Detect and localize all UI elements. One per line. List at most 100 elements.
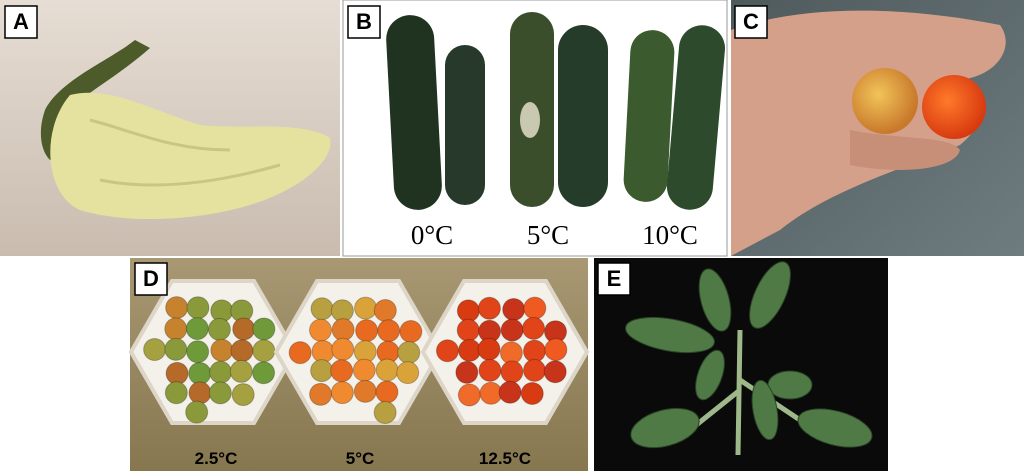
label-box: [347, 5, 381, 39]
leaf: [698, 268, 732, 332]
panel-b: B 0°C 5°C 10°C: [342, 0, 728, 257]
panel-label: D: [143, 266, 159, 291]
tomato: [520, 382, 544, 406]
tomato: [498, 380, 522, 404]
cucumber: [666, 25, 726, 210]
tomato: [232, 317, 256, 341]
caption: 5°C: [527, 220, 569, 250]
tomato: [188, 381, 212, 405]
tomato: [455, 360, 479, 384]
label-box: [4, 5, 38, 39]
tomato: [477, 296, 501, 320]
panel-label: B: [356, 9, 372, 34]
leaf: [749, 261, 791, 329]
tomato: [355, 319, 379, 343]
tomato: [330, 359, 354, 383]
cucumber: [386, 15, 442, 210]
tomato: [229, 359, 253, 383]
caption: 0°C: [411, 220, 453, 250]
tomato: [209, 360, 233, 384]
cucumber: [445, 45, 485, 205]
tomato: [310, 359, 334, 383]
tomato: [397, 341, 421, 365]
tomato: [502, 297, 526, 321]
tomato: [252, 339, 276, 363]
panel-d: [128, 258, 590, 471]
tomato: [456, 318, 480, 342]
label-box: [734, 5, 768, 39]
tomato: [288, 341, 312, 365]
tomato: [164, 381, 188, 405]
tomato: [375, 380, 399, 404]
leaf: [767, 370, 813, 400]
tomato: [852, 68, 918, 134]
tomato: [207, 317, 231, 341]
panel-a: A: [0, 0, 340, 256]
tomato: [399, 320, 423, 344]
tomato: [252, 361, 276, 385]
panel-label: E: [607, 266, 622, 291]
tomato: [208, 381, 232, 405]
pepper-wrinkles: [89, 118, 281, 187]
leaf: [797, 408, 873, 448]
tomato: [456, 299, 480, 323]
panel-e: E: [594, 258, 888, 471]
tomato: [331, 318, 355, 342]
tomato: [375, 358, 399, 382]
tomato: [230, 339, 254, 363]
tomato: [330, 381, 354, 405]
tomato: [922, 75, 986, 139]
lesion: [520, 102, 540, 138]
tomato: [353, 379, 377, 403]
tomato: [352, 358, 376, 382]
tomato: [500, 318, 524, 342]
pepper: [50, 92, 331, 220]
panel-c: C: [731, 0, 1024, 256]
tomato: [185, 400, 209, 424]
label-box: [597, 262, 631, 296]
leaf: [695, 349, 725, 401]
tomato: [143, 338, 167, 362]
tomato: [543, 360, 567, 384]
tomato: [373, 299, 397, 323]
tomato: [231, 383, 255, 407]
leaf: [630, 407, 700, 449]
tomato: [396, 361, 420, 385]
tomato: [309, 318, 333, 342]
panel-label: A: [13, 9, 29, 34]
leaf: [625, 316, 715, 354]
tomato: [373, 401, 397, 425]
label-box: [134, 262, 168, 296]
tomato: [544, 338, 568, 362]
caption: 10°C: [642, 220, 698, 250]
cucumber: [558, 25, 608, 207]
tomato: [522, 316, 546, 340]
tomato: [188, 361, 212, 385]
tomato: [165, 361, 189, 385]
tomato: [522, 358, 546, 382]
tomato: [164, 317, 188, 341]
tomato: [457, 383, 481, 407]
tomato: [310, 297, 334, 321]
thumb: [850, 130, 960, 170]
leaf: [751, 379, 779, 441]
tomato: [165, 296, 189, 320]
caption: 5°C: [346, 449, 375, 468]
tomato: [435, 339, 459, 363]
tomato: [210, 338, 234, 362]
tomato: [331, 337, 355, 361]
tomato: [523, 296, 547, 320]
tomato: [354, 296, 378, 320]
tomato: [252, 317, 276, 341]
tomato: [377, 319, 401, 343]
tomato: [185, 317, 209, 341]
panel-d-labels: D 2.5°C 5°C 12.5°C: [134, 262, 531, 468]
cucumber: [623, 30, 675, 202]
tomato: [186, 340, 210, 364]
tomato: [478, 358, 502, 382]
tomato: [522, 339, 546, 363]
tomato: [477, 337, 501, 361]
tomato: [309, 382, 333, 406]
tomato: [164, 337, 188, 361]
